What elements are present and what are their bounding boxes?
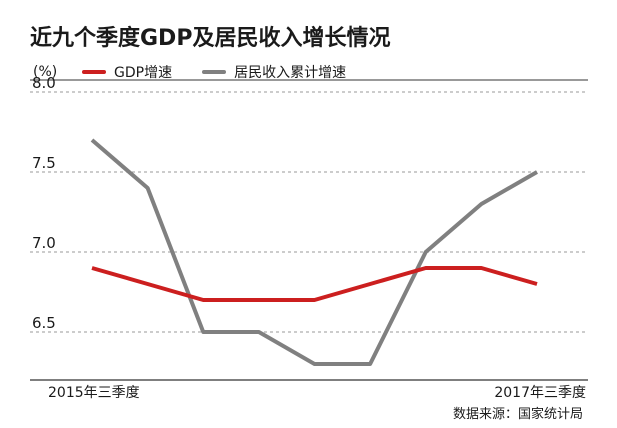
- legend-label-income: 居民收入累计增速: [234, 65, 347, 81]
- x-tick-label-last: 2017年三季度: [494, 385, 586, 401]
- legend-item-gdp: GDP增速: [82, 62, 172, 82]
- legend-label-gdp: GDP增速: [114, 65, 173, 81]
- series-line-income: [90, 138, 538, 366]
- y-tick-label: 7.5: [32, 154, 56, 172]
- y-axis-unit-label: (%): [33, 64, 58, 80]
- chart-title: 近九个季度GDP及居民收入增长情况: [30, 26, 391, 51]
- series-line-gdp: [91, 266, 538, 302]
- legend: GDP增速 居民收入累计增速: [82, 62, 368, 82]
- x-tick-label-first: 2015年三季度: [48, 385, 140, 401]
- legend-swatch-income: [202, 70, 227, 74]
- y-tick-label: 8.0: [32, 74, 56, 92]
- legend-swatch-gdp: [82, 70, 106, 74]
- data-source-note: 数据来源：国家统计局: [452, 407, 583, 422]
- y-tick-label: 7.0: [32, 234, 56, 252]
- legend-item-income: 居民收入累计增速: [202, 62, 346, 82]
- y-tick-label: 6.5: [32, 314, 56, 332]
